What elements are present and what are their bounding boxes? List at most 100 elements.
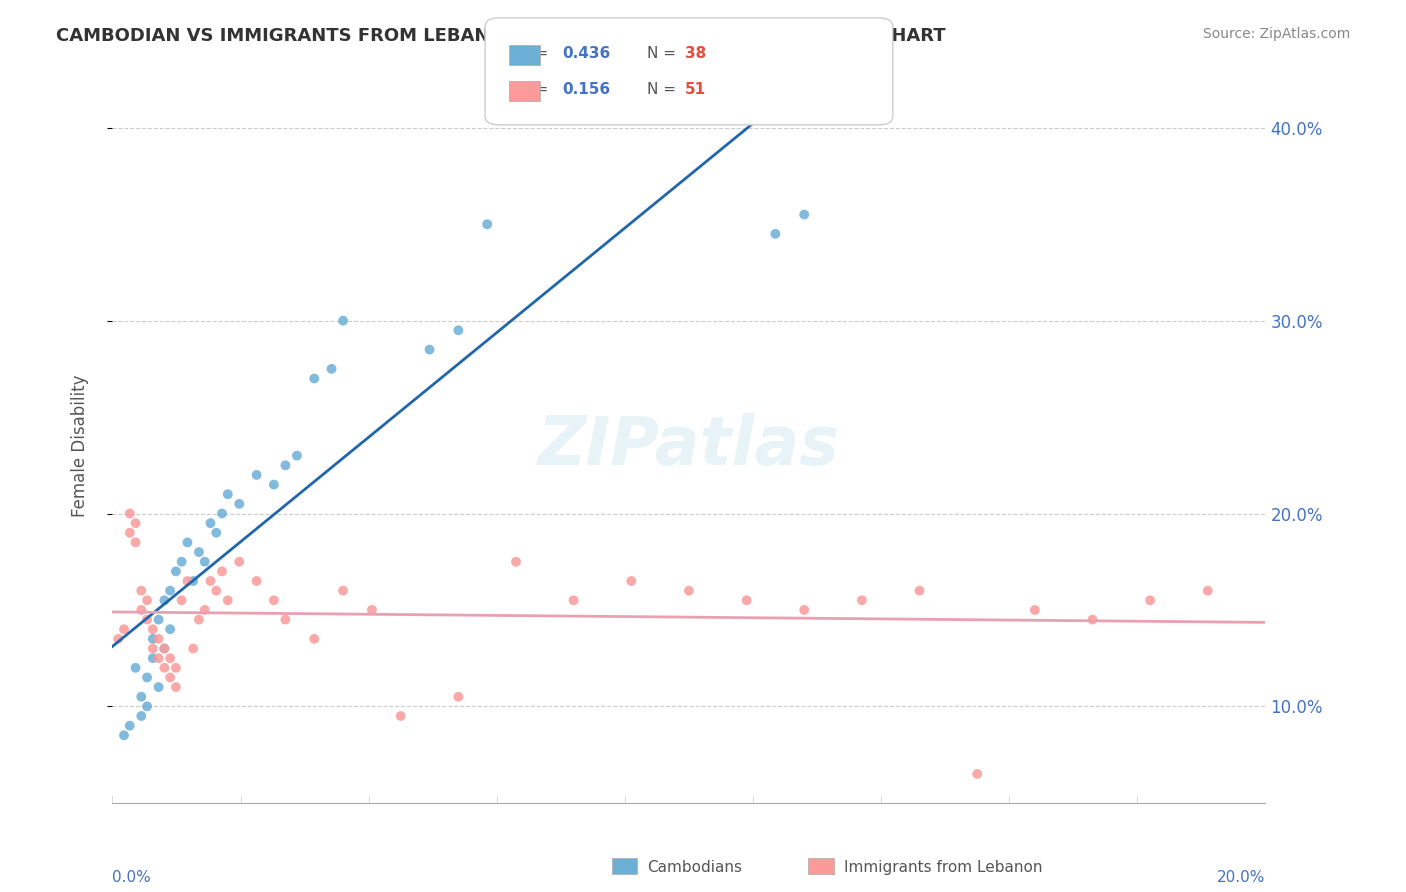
Point	[1197, 583, 1219, 598]
Point	[908, 583, 931, 598]
Point	[170, 555, 193, 569]
Point	[228, 497, 250, 511]
Point	[505, 555, 527, 569]
Point	[205, 583, 228, 598]
Point	[1081, 613, 1104, 627]
Point	[765, 227, 787, 241]
Point	[124, 535, 146, 549]
Point	[447, 323, 470, 337]
Point	[112, 728, 135, 742]
Point	[124, 516, 146, 530]
Point	[321, 362, 343, 376]
Point	[124, 661, 146, 675]
Text: 20.0%: 20.0%	[1218, 871, 1265, 885]
Text: R =: R =	[520, 46, 554, 61]
Point	[181, 641, 204, 656]
Point	[153, 641, 176, 656]
Point	[217, 593, 239, 607]
Point	[678, 583, 700, 598]
Point	[165, 565, 187, 579]
Point	[793, 603, 815, 617]
Point	[148, 651, 170, 665]
Point	[129, 709, 153, 723]
Text: CAMBODIAN VS IMMIGRANTS FROM LEBANON FEMALE DISABILITY CORRELATION CHART: CAMBODIAN VS IMMIGRANTS FROM LEBANON FEM…	[56, 27, 946, 45]
Point	[136, 699, 159, 714]
Text: ZIPatlas: ZIPatlas	[538, 413, 839, 479]
Point	[159, 651, 181, 665]
Text: 38: 38	[685, 46, 706, 61]
Point	[118, 719, 141, 733]
Point	[148, 632, 170, 646]
Point	[165, 680, 187, 694]
Point	[153, 593, 176, 607]
Point	[562, 593, 585, 607]
Point	[735, 593, 758, 607]
Text: Source: ZipAtlas.com: Source: ZipAtlas.com	[1202, 27, 1350, 41]
Point	[1139, 593, 1161, 607]
Point	[246, 574, 269, 588]
Point	[966, 767, 988, 781]
Point	[332, 583, 354, 598]
Point	[188, 613, 211, 627]
Text: 0.436: 0.436	[562, 46, 610, 61]
Point	[159, 622, 181, 636]
Point	[153, 641, 176, 656]
Point	[793, 208, 815, 222]
Text: R =: R =	[520, 82, 554, 96]
Point	[194, 603, 217, 617]
Point	[142, 651, 165, 665]
Text: N =: N =	[647, 82, 681, 96]
Point	[181, 574, 204, 588]
Point	[360, 603, 382, 617]
Point	[142, 622, 165, 636]
Point	[304, 371, 326, 385]
Point	[475, 217, 499, 231]
Point	[211, 565, 233, 579]
Point	[217, 487, 239, 501]
Point	[136, 613, 159, 627]
Y-axis label: Female Disability: Female Disability	[70, 375, 89, 517]
Point	[129, 583, 153, 598]
Point	[129, 603, 153, 617]
Point	[211, 507, 233, 521]
Point	[165, 661, 187, 675]
Text: 51: 51	[685, 82, 706, 96]
Point	[153, 661, 176, 675]
Point	[419, 343, 441, 357]
Point	[263, 593, 285, 607]
Point	[118, 525, 141, 540]
Point	[194, 555, 217, 569]
Point	[136, 593, 159, 607]
Point	[170, 593, 193, 607]
Point	[304, 632, 326, 646]
Point	[246, 467, 269, 482]
Point	[129, 690, 153, 704]
Text: Cambodians: Cambodians	[647, 860, 742, 874]
Point	[142, 632, 165, 646]
Point	[274, 613, 297, 627]
Point	[205, 525, 228, 540]
Text: 0.156: 0.156	[562, 82, 610, 96]
Point	[200, 516, 222, 530]
Point	[200, 574, 222, 588]
Point	[620, 574, 643, 588]
Point	[148, 680, 170, 694]
Text: Immigrants from Lebanon: Immigrants from Lebanon	[844, 860, 1042, 874]
Point	[142, 641, 165, 656]
Point	[188, 545, 211, 559]
Point	[118, 507, 141, 521]
Point	[228, 555, 250, 569]
Point	[159, 670, 181, 684]
Point	[112, 622, 135, 636]
Point	[389, 709, 412, 723]
Point	[263, 477, 285, 491]
Point	[285, 449, 308, 463]
Point	[136, 670, 159, 684]
Point	[447, 690, 470, 704]
Text: N =: N =	[647, 46, 681, 61]
Point	[274, 458, 297, 473]
Point	[107, 632, 129, 646]
Point	[148, 613, 170, 627]
Point	[176, 535, 198, 549]
Point	[159, 583, 181, 598]
